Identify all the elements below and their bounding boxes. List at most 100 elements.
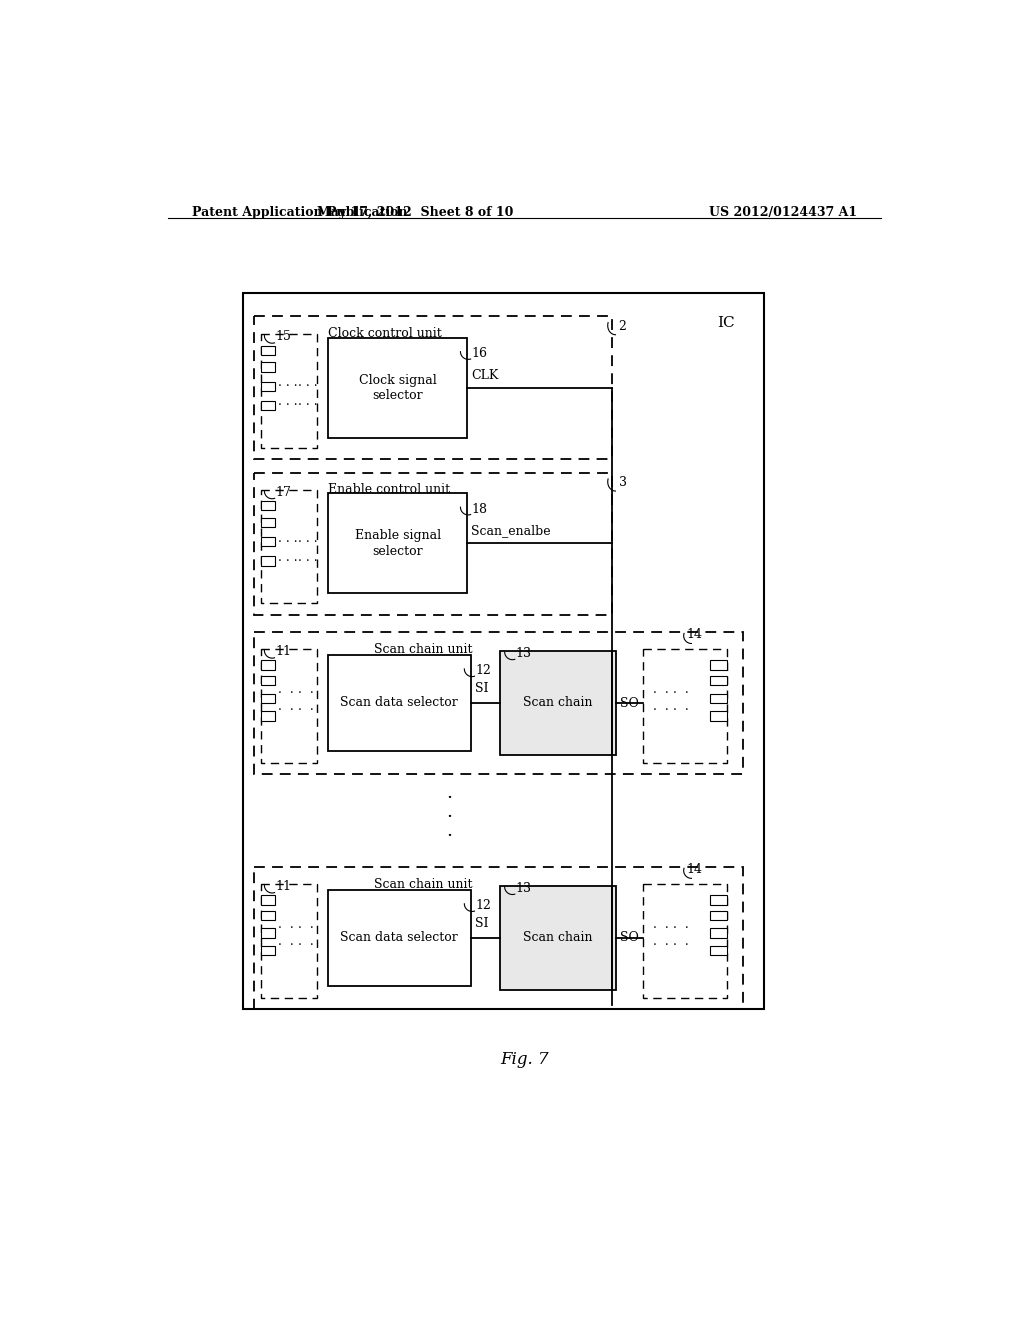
Bar xyxy=(643,884,727,998)
Text: IC: IC xyxy=(717,317,734,330)
Text: 16: 16 xyxy=(471,347,487,360)
Text: Scan chain: Scan chain xyxy=(523,696,593,709)
Text: 14: 14 xyxy=(686,863,702,876)
Bar xyxy=(254,867,742,1010)
Bar xyxy=(261,537,275,546)
Bar xyxy=(261,946,275,956)
Bar xyxy=(261,928,275,937)
Text: 17: 17 xyxy=(275,486,291,499)
Text: 13: 13 xyxy=(515,647,531,660)
Text: SO: SO xyxy=(621,932,639,945)
Text: Scan_enalbe: Scan_enalbe xyxy=(471,524,551,537)
Text: ·  ·: · · xyxy=(652,688,669,701)
Bar xyxy=(261,911,275,920)
Text: ·  ·: · · xyxy=(299,688,314,701)
Text: 13: 13 xyxy=(515,882,531,895)
Bar xyxy=(328,655,471,751)
Text: · · ·: · · · xyxy=(299,400,318,412)
Bar xyxy=(710,660,727,669)
Text: ·  ·: · · xyxy=(279,940,294,952)
Bar xyxy=(710,693,727,702)
Text: · · ·: · · · xyxy=(279,400,298,412)
Bar xyxy=(710,676,727,685)
Text: Clock signal: Clock signal xyxy=(358,374,436,387)
Bar xyxy=(710,928,727,937)
Bar xyxy=(261,557,275,566)
Text: · · ·: · · · xyxy=(299,380,318,393)
Text: May 17, 2012  Sheet 8 of 10: May 17, 2012 Sheet 8 of 10 xyxy=(316,206,513,219)
Bar xyxy=(261,363,275,372)
Text: selector: selector xyxy=(373,389,423,403)
Text: ·  ·: · · xyxy=(299,923,314,936)
Text: 11: 11 xyxy=(275,645,291,659)
Bar xyxy=(261,649,317,763)
Text: 12: 12 xyxy=(475,899,492,912)
Text: · · ·: · · · xyxy=(299,536,318,549)
Text: ·  ·: · · xyxy=(673,688,688,701)
Bar xyxy=(261,490,317,603)
Text: selector: selector xyxy=(373,545,423,557)
Bar xyxy=(328,890,471,986)
Bar xyxy=(710,711,727,721)
Text: Clock control unit: Clock control unit xyxy=(328,327,441,341)
Text: ·  ·: · · xyxy=(652,940,669,952)
Bar xyxy=(500,886,616,990)
Bar xyxy=(254,632,742,775)
Text: · · ·: · · · xyxy=(299,554,318,568)
Text: · · ·: · · · xyxy=(279,536,298,549)
Bar xyxy=(500,651,616,755)
Text: US 2012/0124437 A1: US 2012/0124437 A1 xyxy=(710,206,857,219)
Text: ·  ·: · · xyxy=(652,923,669,936)
Bar xyxy=(261,895,275,904)
Text: CLK: CLK xyxy=(471,368,499,381)
Text: · · ·: · · · xyxy=(279,554,298,568)
Text: 15: 15 xyxy=(275,330,291,343)
Text: 3: 3 xyxy=(618,477,627,490)
Text: Scan chain: Scan chain xyxy=(523,931,593,944)
Text: Scan chain unit: Scan chain unit xyxy=(375,643,473,656)
Bar xyxy=(243,293,764,1010)
Text: SO: SO xyxy=(621,697,639,710)
Bar xyxy=(643,649,727,763)
Text: Enable control unit: Enable control unit xyxy=(328,483,451,496)
Text: 14: 14 xyxy=(686,628,702,642)
Bar xyxy=(261,711,275,721)
Bar xyxy=(261,693,275,702)
Text: ·  ·: · · xyxy=(279,688,294,701)
Bar xyxy=(261,660,275,669)
Text: ·  ·: · · xyxy=(673,923,688,936)
Text: Scan data selector: Scan data selector xyxy=(340,931,458,944)
Bar xyxy=(328,494,467,594)
Text: 11: 11 xyxy=(275,880,291,892)
Bar xyxy=(254,317,612,459)
Text: ·: · xyxy=(446,808,453,826)
Bar xyxy=(254,473,612,615)
Text: ·: · xyxy=(446,828,453,845)
Text: ·  ·: · · xyxy=(673,940,688,952)
Bar xyxy=(710,946,727,956)
Bar xyxy=(261,884,317,998)
Text: Patent Application Publication: Patent Application Publication xyxy=(191,206,408,219)
Text: Scan data selector: Scan data selector xyxy=(340,696,458,709)
Bar xyxy=(261,381,275,391)
Text: Fig. 7: Fig. 7 xyxy=(501,1051,549,1068)
Bar xyxy=(261,401,275,411)
Text: 12: 12 xyxy=(475,664,492,677)
Text: ·  ·: · · xyxy=(279,705,294,717)
Bar xyxy=(261,334,317,447)
Bar xyxy=(710,895,727,904)
Bar xyxy=(710,911,727,920)
Text: ·: · xyxy=(446,788,453,807)
Text: SI: SI xyxy=(475,682,488,696)
Bar xyxy=(261,502,275,511)
Text: ·  ·: · · xyxy=(299,940,314,952)
Text: Enable signal: Enable signal xyxy=(354,529,440,543)
Text: ·  ·: · · xyxy=(279,923,294,936)
Text: ·  ·: · · xyxy=(299,705,314,717)
Text: · · ·: · · · xyxy=(279,380,298,393)
Bar xyxy=(328,338,467,438)
Bar xyxy=(261,676,275,685)
Text: ·  ·: · · xyxy=(673,705,688,717)
Bar xyxy=(261,517,275,527)
Text: SI: SI xyxy=(475,917,488,929)
